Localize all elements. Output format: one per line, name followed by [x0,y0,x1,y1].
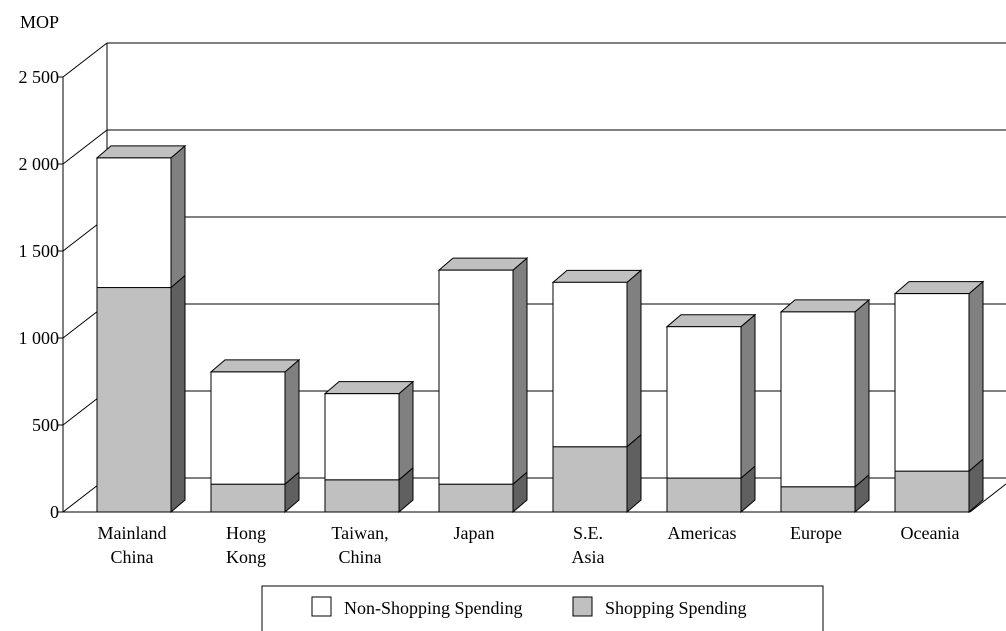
bar-front [324,479,400,513]
bar-side [968,280,984,473]
bar-segment [894,458,984,514]
bar-segment [666,464,756,514]
bar-segment [96,274,186,514]
bar-side [170,144,186,289]
bar-segment [779,298,871,488]
x-tick-label: Americas [668,523,737,543]
bar-side [854,298,870,488]
bar-top [209,359,301,373]
bar-front [438,483,514,513]
bars [95,144,985,514]
x-tick-label: Hong [226,523,266,543]
x-tick-label: Asia [572,547,605,567]
bar-front [438,269,514,485]
bar-front [666,326,742,479]
grid-diagonal [62,129,108,165]
legend-swatch [311,596,332,617]
bar-segment [323,380,415,481]
x-tick-label: China [339,547,382,567]
bar-segment [324,466,414,514]
y-tick-label: 1 500 [19,241,60,261]
bar-segment [551,269,643,448]
legend-box [261,585,824,631]
y-tick-label: 500 [32,415,59,435]
bar-front [324,393,400,481]
x-tick-label: Kong [226,547,266,567]
legend-label: Shopping Spending [605,598,747,618]
bar-segment [209,358,301,486]
bar-top [665,314,757,328]
bar-side [512,257,528,486]
bar-front [210,483,286,513]
y-tick-label: 2 500 [19,67,60,87]
bar-front [894,293,970,472]
x-tick-label: Japan [454,523,495,543]
bar-segment [95,144,187,289]
bar-front [552,446,628,513]
bar-side [284,358,300,486]
bar-segment [552,433,642,514]
floor-right-edge [969,483,1006,513]
bar-side [740,313,756,480]
bar-front [210,371,286,485]
x-tick-label: Oceania [901,523,960,543]
x-tick-label: Taiwan, [331,523,388,543]
bar-front [780,486,856,513]
bar-top [95,145,187,159]
bar-side [398,380,414,481]
bar-segment [438,471,528,514]
bar-front [780,311,856,488]
x-tick-label: China [111,547,154,567]
legend-swatch [572,596,593,617]
bar-segment [665,313,757,480]
bar-segment [893,280,985,473]
bar-segment [210,471,300,514]
x-tick-label: S.E. [573,523,603,543]
x-tick-label: Mainland [98,523,167,543]
bar-segment [437,257,529,486]
y-tick-label: 1 000 [19,328,60,348]
bar-front [96,287,172,513]
bar-side [626,269,642,448]
bar-top [323,381,415,395]
bar-top [551,269,643,283]
grid-diagonal [62,42,108,78]
y-tick-label: 2 000 [19,154,60,174]
legend: Non-Shopping Spending Shopping Spending [261,585,824,631]
x-tick-label: Europe [790,523,842,543]
bar-side [170,274,186,514]
bar-top [893,281,985,295]
bar-front [666,477,742,513]
bar-front [96,157,172,289]
bar-top [437,257,529,271]
bar-front [894,470,970,513]
bar-front [552,281,628,448]
y-unit-label: MOP [20,12,59,32]
bar-top [779,299,871,313]
bar-side [626,433,642,514]
y-tick-label: 0 [50,502,59,522]
axis-labels: MOP 0 500 1 000 1 500 2 000 2 500 Mainland China… [19,12,960,567]
legend-label: Non-Shopping Spending [344,598,523,618]
